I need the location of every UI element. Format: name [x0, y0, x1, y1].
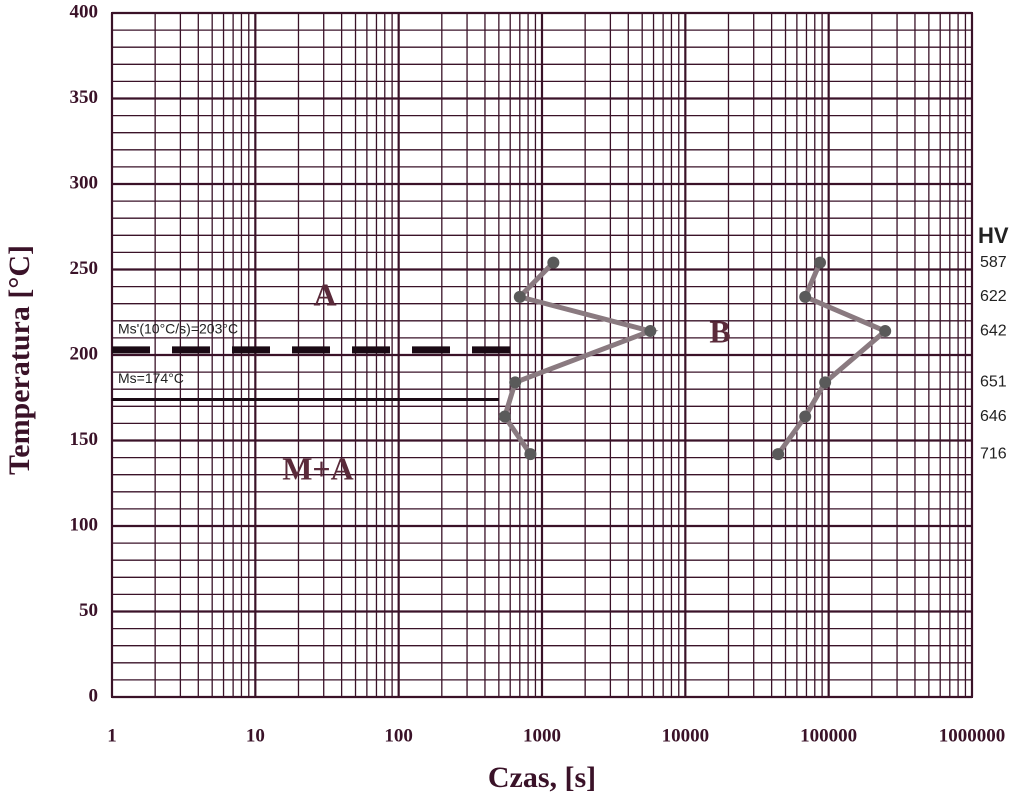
hv-label: 646: [980, 408, 1007, 425]
point: [819, 376, 832, 389]
region-label: M+A: [282, 450, 354, 486]
x-tick-label: 1: [107, 725, 117, 746]
point: [799, 290, 812, 303]
region-label: B: [709, 313, 730, 349]
point: [547, 256, 560, 269]
plot-border: [111, 12, 973, 698]
point: [513, 290, 526, 303]
y-tick-label: 350: [70, 87, 99, 108]
hv-label: 622: [980, 288, 1007, 305]
series-line: [776, 261, 890, 456]
x-tick-label: 10: [246, 725, 265, 746]
x-tick-label: 100000: [800, 725, 857, 746]
hv-title: HV: [978, 223, 1009, 248]
y-tick-label: 250: [70, 258, 99, 279]
point: [772, 448, 785, 461]
y-tick-label: 300: [70, 172, 99, 193]
y-tick-label: 0: [89, 685, 99, 706]
point: [799, 410, 812, 423]
region-label: A: [313, 276, 336, 312]
y-tick-label: 50: [79, 600, 98, 621]
point: [524, 448, 537, 461]
point: [813, 256, 826, 269]
x-tick-label: 1000: [523, 725, 561, 746]
hv-label: 716: [980, 445, 1007, 462]
hv-label: 651: [980, 374, 1007, 391]
series-line: [502, 260, 659, 456]
y-tick-label: 150: [70, 429, 99, 450]
point: [644, 325, 657, 338]
point: [509, 376, 522, 389]
hv-label: 587: [980, 254, 1007, 271]
x-tick-label: 10000: [662, 725, 710, 746]
x-tick-label: 100: [384, 725, 413, 746]
y-tick-label: 400: [70, 1, 99, 22]
point: [879, 325, 892, 338]
point: [498, 410, 511, 423]
x-axis-title: Czas, [s]: [488, 761, 596, 794]
ms-label: Ms'(10°C/s)=203°C: [118, 321, 238, 337]
y-tick-label: 100: [70, 514, 99, 535]
x-tick-label: 1000000: [939, 725, 1006, 746]
y-tick-label: 200: [70, 343, 99, 364]
ms-label: Ms=174°C: [118, 370, 184, 386]
y-axis-title: Temperatura [°C]: [3, 245, 36, 475]
hv-label: 642: [980, 322, 1007, 339]
